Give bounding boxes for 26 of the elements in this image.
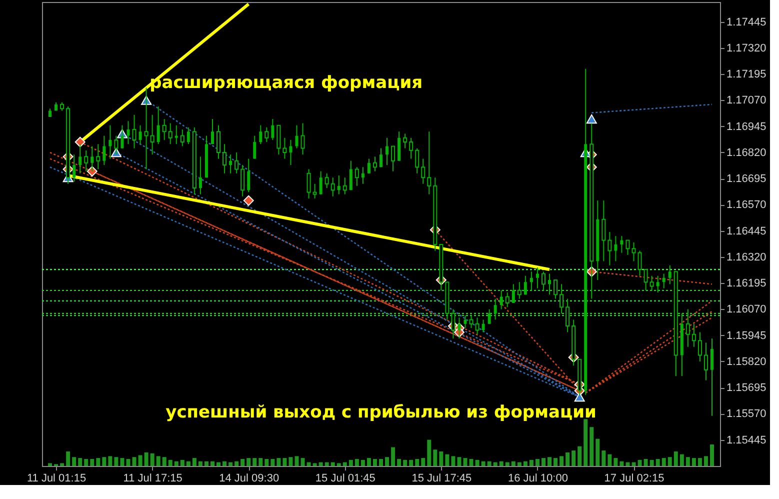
- y-tick-label: 1.17070: [726, 94, 766, 107]
- y-tick-label: 1.15945: [726, 330, 766, 342]
- x-tick-label: 11 Jul 01:15: [26, 472, 86, 484]
- x-tick-label: 14 Jul 09:30: [219, 472, 280, 484]
- y-tick-label: 1.16195: [726, 278, 766, 290]
- y-tick-label: 1.15445: [726, 434, 766, 446]
- x-tick-label: 11 Jul 17:15: [123, 472, 182, 484]
- y-tick-label: 1.17195: [726, 68, 766, 81]
- y-tick-label: 1.16320: [726, 251, 766, 264]
- y-tick-label: 1.17445: [726, 16, 766, 28]
- y-tick-label: 1.16445: [726, 225, 766, 238]
- y-tick-label: 1.16070: [726, 304, 766, 316]
- annotation: расширяющаяся формация: [150, 73, 423, 94]
- y-tick-label: 1.15820: [726, 356, 766, 368]
- annotation: успешный выход с прибылью из формации: [166, 402, 596, 423]
- y-tick-label: 1.16820: [726, 146, 766, 159]
- x-tick-label: 15 Jul 01:45: [315, 472, 376, 484]
- y-tick-label: 1.17320: [726, 42, 766, 54]
- y-tick-label: 1.15695: [726, 382, 766, 394]
- x-tick-label: 17 Jul 02:15: [604, 472, 664, 484]
- x-tick-label: 16 Jul 10:00: [508, 472, 568, 484]
- y-tick-label: 1.16570: [726, 199, 766, 212]
- y-tick-label: 1.15570: [726, 408, 766, 420]
- y-tick-label: 1.16945: [726, 120, 766, 133]
- x-tick-label: 15 Jul 17:45: [412, 472, 472, 484]
- y-tick-label: 1.16695: [726, 173, 766, 186]
